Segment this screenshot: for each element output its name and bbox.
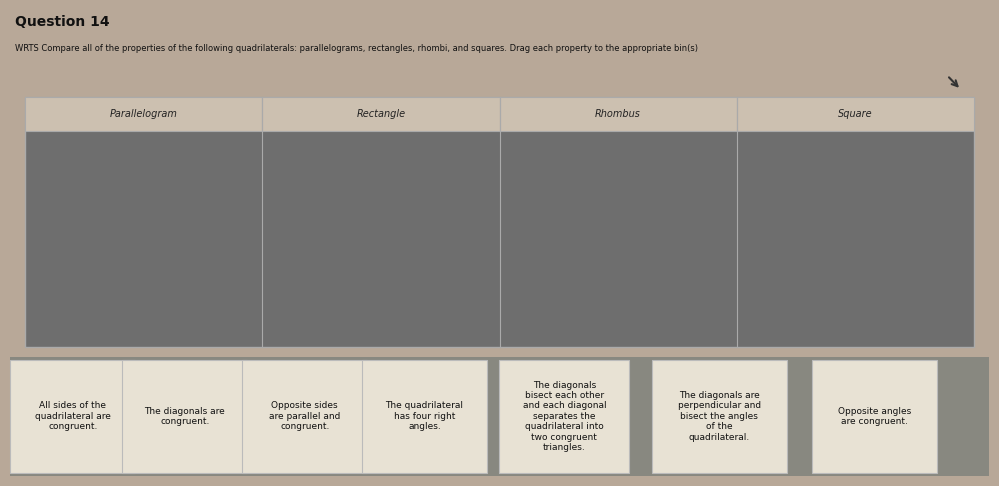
FancyBboxPatch shape [262, 97, 500, 131]
FancyBboxPatch shape [25, 97, 974, 347]
Text: Opposite sides
are parallel and
congruent.: Opposite sides are parallel and congruen… [269, 401, 341, 431]
Text: Parallelogram: Parallelogram [110, 109, 178, 119]
Text: WRTS Compare all of the properties of the following quadrilaterals: parallelogra: WRTS Compare all of the properties of th… [15, 44, 698, 53]
Text: The quadrilateral
has four right
angles.: The quadrilateral has four right angles. [386, 401, 464, 431]
FancyBboxPatch shape [10, 357, 989, 476]
Text: The diagonals are
perpendicular and
bisect the angles
of the
quadrilateral.: The diagonals are perpendicular and bise… [677, 391, 761, 442]
Text: The diagonals
bisect each other
and each diagonal
separates the
quadrilateral in: The diagonals bisect each other and each… [522, 381, 606, 452]
FancyBboxPatch shape [811, 360, 937, 473]
FancyBboxPatch shape [651, 360, 787, 473]
FancyBboxPatch shape [25, 97, 262, 131]
Text: Rectangle: Rectangle [357, 109, 406, 119]
FancyBboxPatch shape [736, 97, 974, 131]
FancyBboxPatch shape [242, 360, 368, 473]
FancyBboxPatch shape [122, 360, 248, 473]
Text: The diagonals are
congruent.: The diagonals are congruent. [145, 407, 225, 426]
FancyBboxPatch shape [500, 97, 737, 131]
Text: Opposite angles
are congruent.: Opposite angles are congruent. [837, 407, 911, 426]
FancyBboxPatch shape [10, 360, 135, 473]
Text: Rhombus: Rhombus [595, 109, 641, 119]
FancyBboxPatch shape [362, 360, 488, 473]
Text: Square: Square [838, 109, 873, 119]
Text: All sides of the
quadrilateral are
congruent.: All sides of the quadrilateral are congr… [35, 401, 111, 431]
Text: Question 14: Question 14 [15, 15, 110, 29]
FancyBboxPatch shape [500, 360, 629, 473]
